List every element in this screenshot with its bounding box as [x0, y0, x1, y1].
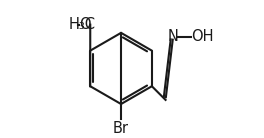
Text: N: N	[168, 29, 178, 44]
Text: H₃C: H₃C	[69, 17, 96, 32]
Text: OH: OH	[192, 29, 214, 44]
Text: Br: Br	[113, 121, 129, 136]
Text: O: O	[79, 17, 91, 32]
